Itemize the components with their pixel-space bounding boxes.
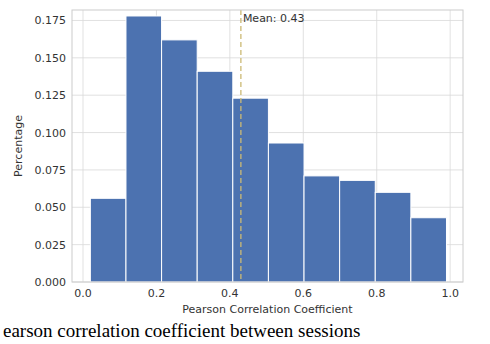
frame: [72, 10, 463, 282]
bar: [340, 180, 376, 282]
bar: [304, 176, 340, 282]
y-tick-label: 0.150: [35, 52, 67, 65]
x-tick-label: 0.4: [221, 287, 239, 300]
bar: [411, 218, 447, 282]
bar: [268, 143, 304, 282]
x-tick-label: 0.0: [74, 287, 92, 300]
y-tick-label: 0.025: [35, 239, 67, 252]
bars: [90, 10, 446, 282]
mean-line: [240, 10, 241, 282]
y-tick-label: 0.175: [35, 14, 67, 27]
bar: [162, 40, 198, 282]
y-tick-label: 0.075: [35, 164, 67, 177]
x-tick-label: 0.8: [368, 287, 386, 300]
bar: [375, 192, 411, 282]
y-tick-label: 0.050: [35, 201, 67, 214]
x-tick-label: 0.6: [295, 287, 313, 300]
y-tick-label: 0.100: [35, 127, 67, 140]
y-tick-label: 0.125: [35, 89, 67, 102]
bar: [233, 98, 269, 282]
x-tick-label: 1.0: [441, 287, 459, 300]
bar: [90, 198, 126, 282]
grid-line-x: [450, 10, 451, 282]
bar: [197, 71, 233, 282]
chart: Mean: 0.43 0.0 0.2 0.4 0.6 0.8 1.0 0.000 0.025 0.…: [0, 0, 490, 344]
y-tick-label: 0.000: [35, 276, 67, 289]
caption: earson correlation coefficient between s…: [3, 320, 360, 341]
bar: [126, 16, 162, 282]
x-tick-label: 0.2: [148, 287, 166, 300]
y-axis-label: Percentage: [12, 115, 25, 177]
annotation: Mean: 0.43: [243, 12, 305, 25]
grid-line-x: [83, 10, 84, 282]
plot-area: [72, 10, 463, 282]
x-axis-label: Pearson Correlation Coefficient: [182, 303, 353, 316]
